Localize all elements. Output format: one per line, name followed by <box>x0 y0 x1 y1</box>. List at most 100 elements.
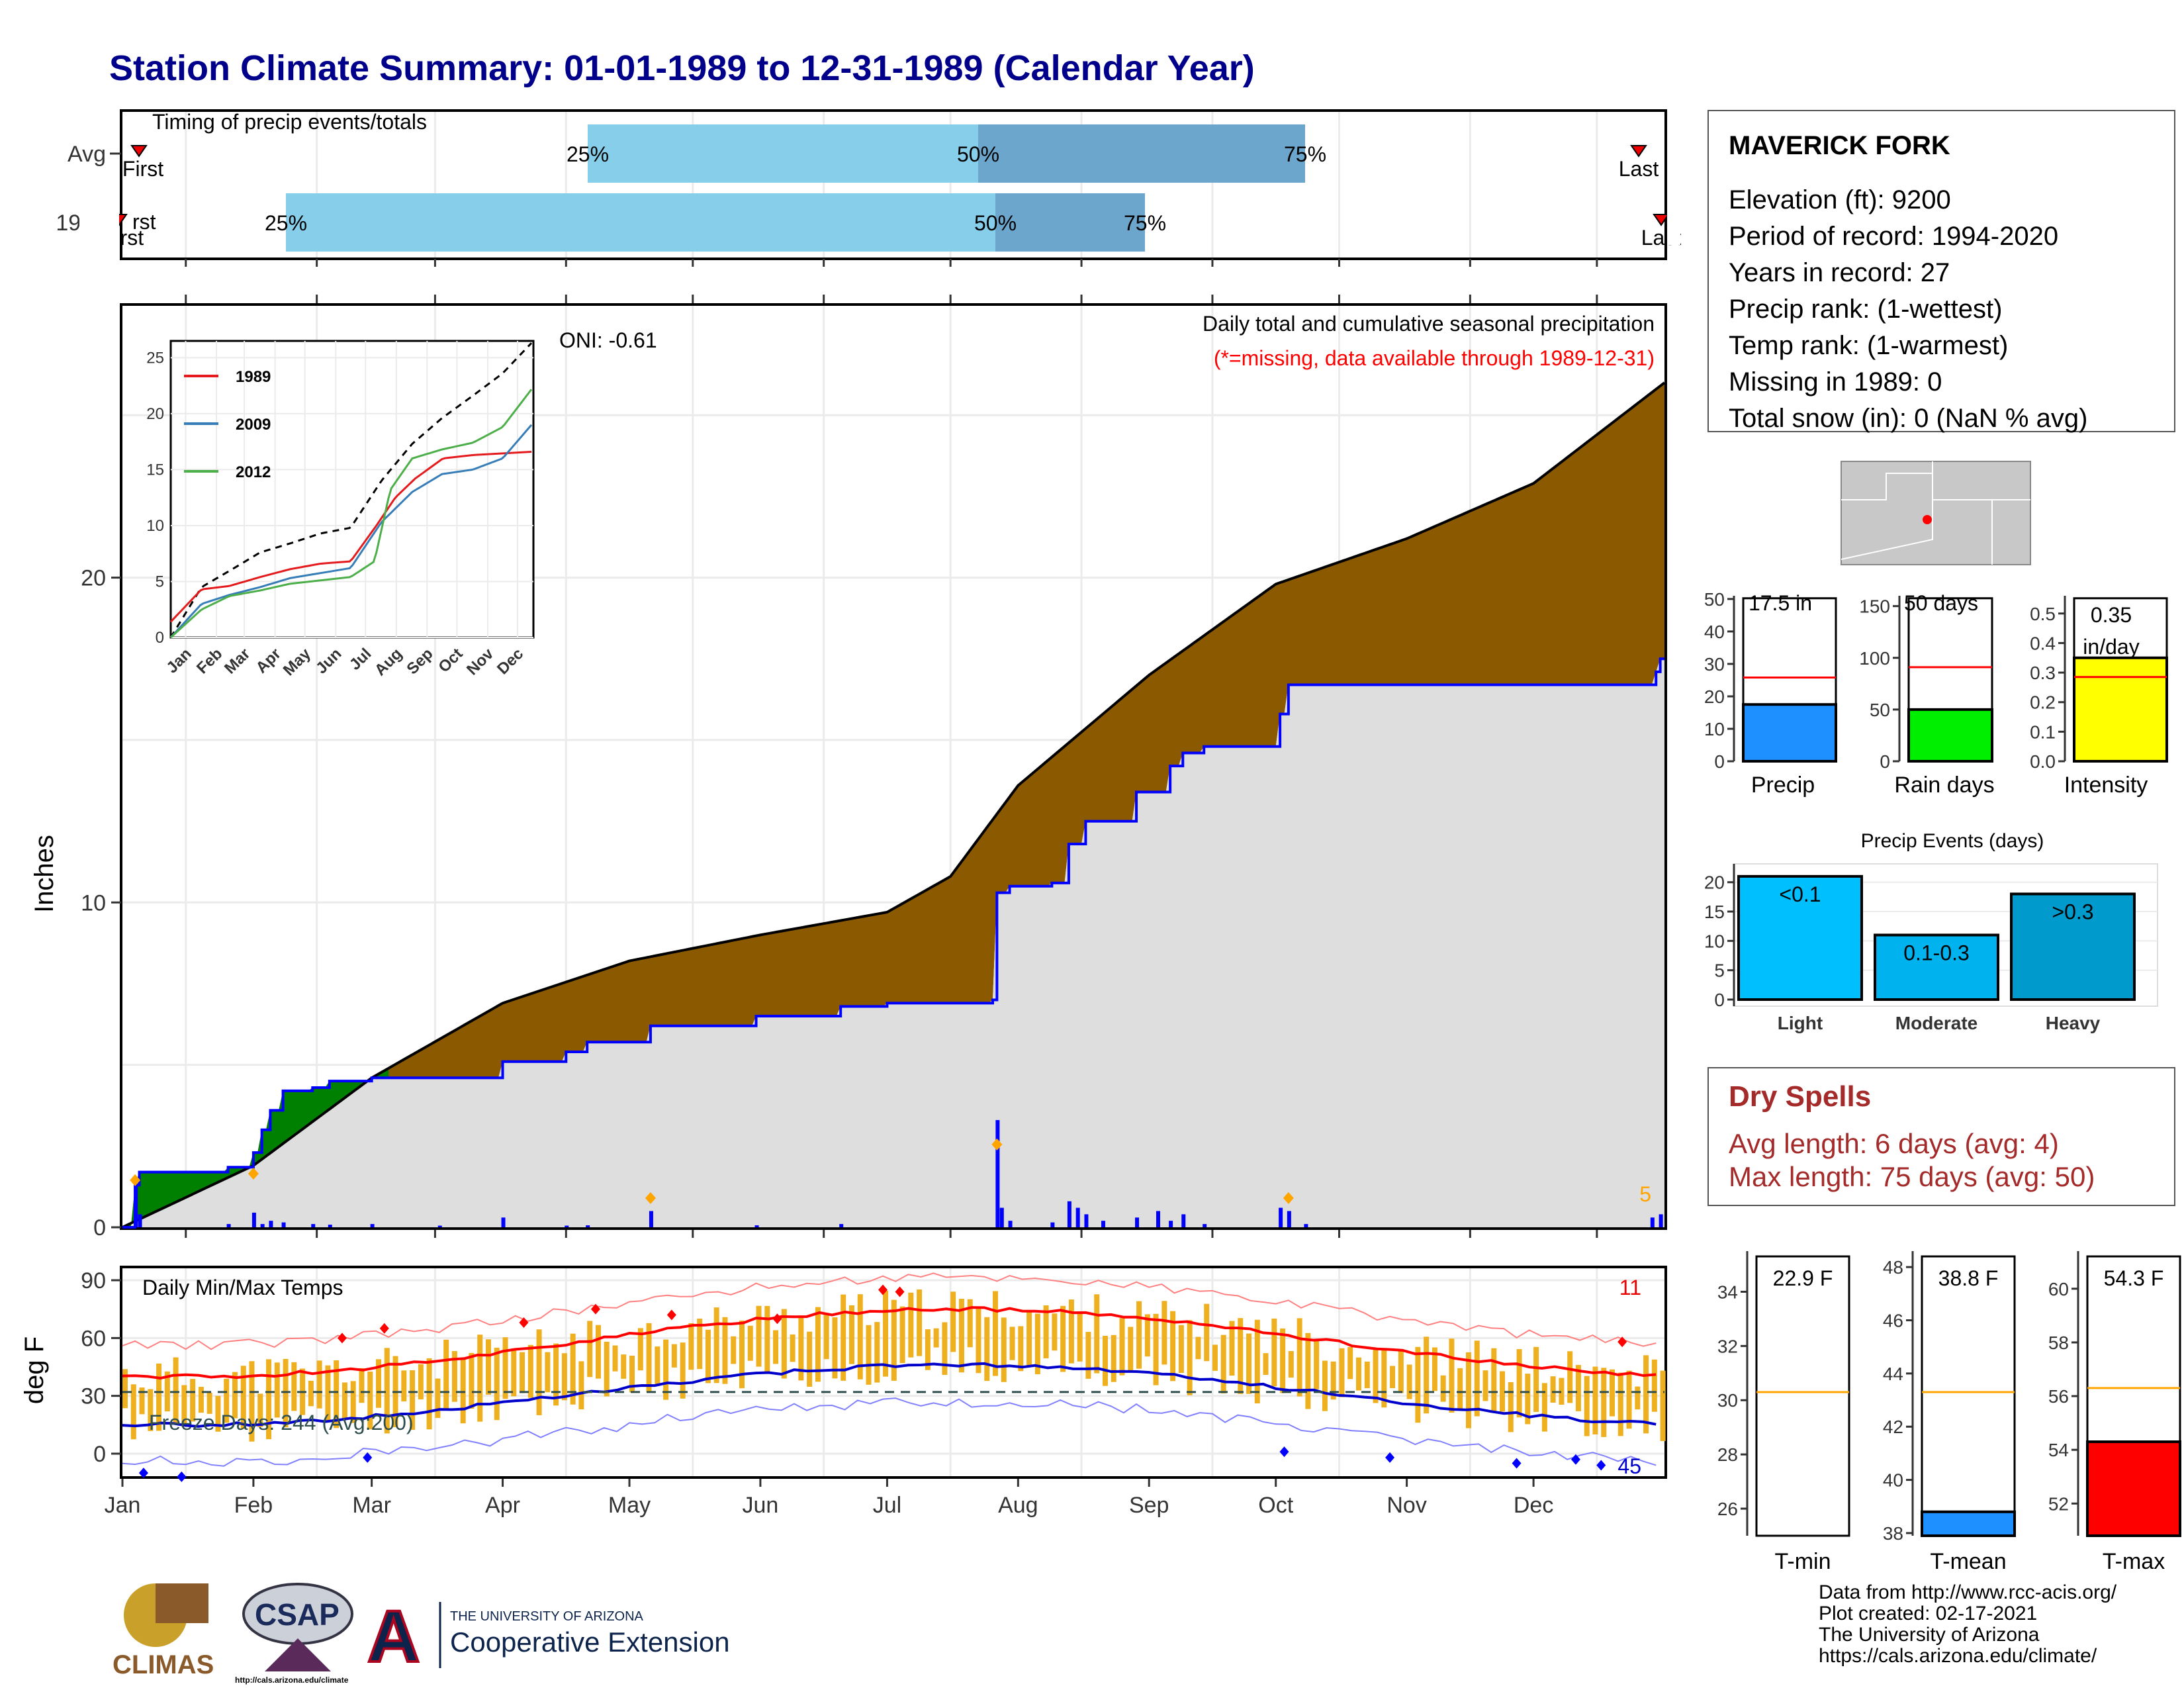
daily-precip-bar <box>281 1222 286 1227</box>
temp-panel-title: Daily Min/Max Temps <box>142 1276 343 1299</box>
daily-temp-bar <box>722 1317 728 1384</box>
daily-temp-bar <box>1288 1350 1294 1378</box>
daily-temp-bar <box>1178 1325 1184 1374</box>
daily-temp-bar <box>587 1321 593 1378</box>
daily-temp-bar <box>933 1328 939 1348</box>
daily-temp-bar <box>443 1339 449 1411</box>
daily-temp-bar <box>697 1318 703 1370</box>
daily-temp-bar <box>1516 1349 1522 1418</box>
daily-temp-bar <box>891 1299 897 1381</box>
daily-temp-bar <box>1153 1313 1159 1385</box>
daily-temp-bar <box>283 1358 289 1428</box>
daily-temp-bar <box>1406 1364 1412 1399</box>
dry-spells-avg: Avg length: 6 days (avg: 4) <box>1729 1128 2059 1159</box>
event-bar-label: <0.1 <box>1779 882 1821 906</box>
month-label: Jul <box>873 1493 901 1518</box>
daily-temp-bar <box>1229 1321 1235 1376</box>
daily-temp-bar <box>527 1344 533 1398</box>
daily-temp-bar <box>925 1329 931 1370</box>
daily-temp-bar <box>578 1361 584 1410</box>
daily-temp-bar <box>773 1330 779 1364</box>
y-tick-label: 0.0 <box>2030 751 2056 772</box>
daily-precip-bar <box>1084 1214 1089 1227</box>
daily-temp-bar <box>1280 1328 1286 1393</box>
value-bar <box>1742 703 1837 763</box>
daily-temp-bar <box>1440 1375 1446 1402</box>
month-label: Aug <box>998 1493 1038 1518</box>
daily-temp-bar <box>1204 1303 1210 1362</box>
timing-1989-bar <box>286 193 995 252</box>
daily-temp-bar <box>325 1365 331 1421</box>
daily-temp-bar <box>1592 1366 1598 1434</box>
dry-spells-title: Dry Spells <box>1729 1080 1872 1113</box>
daily-temp-bar <box>485 1339 491 1395</box>
dry-spells-box: Dry Spells Avg length: 6 days (avg: 4) M… <box>1707 1067 2175 1206</box>
daily-temp-bar <box>334 1360 340 1429</box>
inset-2009-line <box>169 424 533 639</box>
corner-count: 5 <box>1639 1182 1651 1206</box>
daily-precip-bar <box>1650 1217 1655 1227</box>
daily-temp-bar <box>731 1336 737 1364</box>
daily-precip-bar <box>311 1224 316 1227</box>
y-tick-label: 30 <box>1717 1390 1738 1411</box>
precip-value: 17.5 in <box>1749 591 1812 615</box>
daily-temp-bar <box>198 1387 204 1413</box>
daily-precip-bar <box>437 1225 442 1227</box>
daily-temp-bar <box>215 1395 221 1432</box>
record-low-marker <box>1385 1452 1395 1463</box>
daily-precip-bar <box>138 1214 142 1227</box>
daily-temp-bar <box>316 1360 322 1409</box>
y-tick-label: 150 <box>1859 596 1890 617</box>
daily-temp-bar <box>1424 1336 1430 1414</box>
daily-temp-bar <box>494 1347 500 1421</box>
daily-precip-bar <box>1067 1201 1071 1227</box>
avg-min-line <box>122 1362 1657 1428</box>
daily-temp-bar <box>291 1362 297 1411</box>
y-tick-label: 5 <box>1714 961 1725 981</box>
daily-temp-bar <box>621 1354 627 1379</box>
daily-temp-bar <box>713 1307 719 1383</box>
tmin-value: 22.9 F <box>1773 1266 1833 1290</box>
ua-a-icon: A <box>367 1596 420 1677</box>
daily-temp-bar <box>148 1389 154 1431</box>
inset-legend-label: 2009 <box>236 416 271 434</box>
daily-temp-bar <box>1068 1299 1074 1364</box>
daily-precip-bar <box>1304 1224 1308 1227</box>
daily-temp-bar <box>545 1352 551 1393</box>
y-tick-label: 50 <box>1870 700 1890 720</box>
daily-precip-bar <box>1101 1221 1105 1227</box>
record-marker <box>130 1174 141 1186</box>
y-tick-label: 34 <box>1717 1282 1738 1302</box>
daily-temp-bar <box>561 1353 567 1401</box>
daily-temp-bar <box>1263 1353 1269 1375</box>
station-elevation: Elevation (ft): 9200 <box>1729 185 1951 214</box>
intensity-value: 0.35 <box>2091 603 2132 627</box>
daily-temp-bar <box>612 1345 618 1372</box>
daily-temp-bar <box>663 1339 669 1400</box>
record-high-marker <box>590 1303 600 1315</box>
record-high-marker <box>878 1284 888 1295</box>
record-high-marker <box>379 1323 389 1334</box>
daily-temp-bar <box>477 1335 483 1422</box>
daily-temp-bar <box>1449 1338 1455 1413</box>
event-bar <box>2010 892 2136 1001</box>
y-tick-label: 40 <box>1704 622 1725 642</box>
daily-temp-bar <box>1128 1327 1134 1373</box>
timing-p25: 25% <box>265 211 307 235</box>
rain-days-value: 50 days <box>1904 591 1978 615</box>
record-marker <box>248 1168 259 1180</box>
y-tick-label: 0 <box>93 1442 106 1467</box>
timing-chart: Timing of precip events/totals Avg 25% 50% 7… <box>56 109 1681 267</box>
y-tick-label: 0.4 <box>2030 633 2056 653</box>
y-tick-label: 30 <box>1704 654 1725 675</box>
daily-temp-bar <box>1559 1378 1565 1405</box>
month-label: Sep <box>1129 1493 1169 1518</box>
y-tick-label: 90 <box>81 1268 106 1293</box>
y-tick-label: 48 <box>1883 1257 1903 1278</box>
daily-temp-bar <box>899 1306 905 1364</box>
map-background <box>1841 461 2031 565</box>
y-tick-label: 10 <box>81 890 106 915</box>
daily-temp-bar <box>1212 1344 1218 1371</box>
daily-temp-bar <box>1575 1364 1581 1411</box>
daily-precip-bar <box>134 1185 138 1227</box>
